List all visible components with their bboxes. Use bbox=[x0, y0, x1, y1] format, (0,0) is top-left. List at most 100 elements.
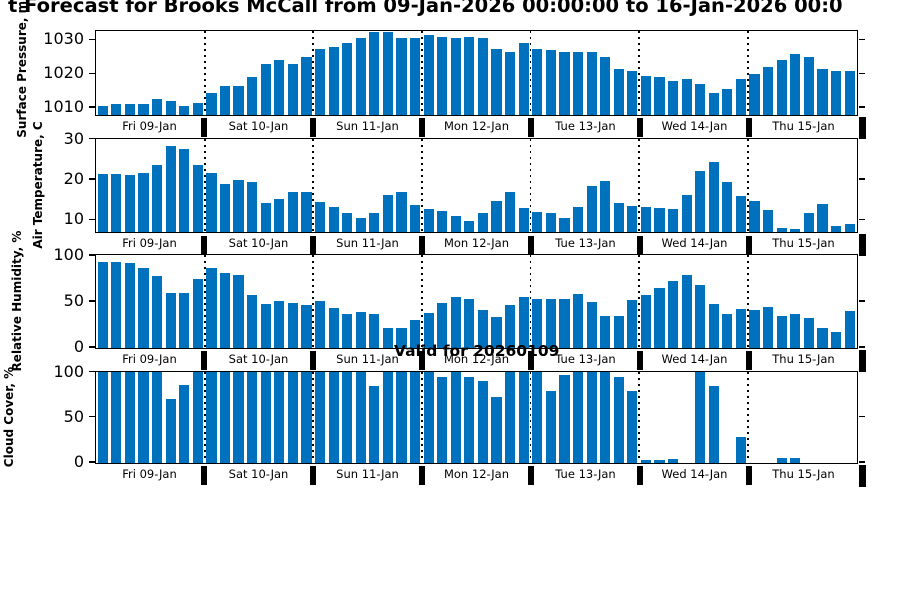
cloud-cover-bar bbox=[124, 372, 136, 463]
surface-pressure-bar bbox=[192, 102, 203, 115]
cloud-cover-bar bbox=[301, 372, 312, 463]
relative-humidity-bar bbox=[179, 293, 190, 348]
cloud-cover-bar bbox=[206, 372, 217, 463]
y-tick bbox=[88, 300, 95, 302]
y-tick bbox=[858, 461, 865, 463]
y-tick bbox=[88, 218, 95, 220]
air-temperature-bar bbox=[532, 211, 543, 232]
cloud-cover-bar bbox=[532, 372, 543, 463]
air-temperature-bar bbox=[695, 170, 706, 232]
relative-humidity-bar bbox=[233, 274, 244, 348]
cloud-cover-bar bbox=[545, 391, 556, 463]
air-temperature-bar bbox=[165, 146, 176, 232]
y-tick bbox=[88, 346, 95, 348]
relative-humidity-bar bbox=[287, 303, 298, 348]
air-temperature-bar bbox=[505, 192, 516, 232]
surface-pressure-bar bbox=[803, 56, 814, 115]
air-temperature-bar bbox=[287, 192, 298, 232]
y-tick-label: 0 bbox=[73, 336, 84, 356]
surface-pressure-bar bbox=[355, 38, 366, 115]
day-label: Fri 09-Jan bbox=[122, 118, 177, 133]
surface-pressure-bar bbox=[287, 63, 298, 115]
relative-humidity-bar bbox=[586, 302, 597, 348]
cloud-cover-bar bbox=[450, 372, 461, 463]
day-boundary-dotted-line bbox=[746, 31, 749, 114]
day-label: Sun 11-Jan bbox=[336, 118, 399, 133]
surface-pressure-bar bbox=[247, 77, 258, 115]
day-label: Mon 12-Jan bbox=[443, 466, 510, 481]
day-separator bbox=[310, 118, 316, 137]
day-boundary-dotted-line bbox=[421, 255, 423, 347]
surface-pressure-bar bbox=[695, 84, 706, 115]
relative-humidity-bar bbox=[654, 287, 665, 348]
surface-pressure-bar bbox=[776, 60, 787, 115]
y-axis-label-cloud-cover: Cloud Cover, % bbox=[2, 366, 16, 468]
day-boundary-dotted-line bbox=[203, 255, 206, 347]
day-separator bbox=[528, 466, 534, 485]
relative-humidity-bar bbox=[301, 305, 312, 348]
surface-pressure-bar bbox=[518, 43, 529, 115]
day-boundary-dotted-line bbox=[312, 138, 315, 232]
y-tick bbox=[88, 137, 95, 140]
cloud-cover-bar bbox=[505, 372, 516, 463]
relative-humidity-bar bbox=[410, 319, 421, 348]
day-separator bbox=[528, 118, 534, 137]
relative-humidity-bar bbox=[572, 294, 584, 348]
air-temperature-bar bbox=[179, 148, 190, 232]
cloud-cover-bar bbox=[355, 372, 366, 463]
surface-pressure-bar bbox=[301, 56, 312, 115]
surface-pressure-bar bbox=[817, 68, 828, 115]
air-temperature-bar bbox=[763, 209, 774, 232]
relative-humidity-bar bbox=[423, 312, 434, 348]
surface-pressure-bar bbox=[342, 43, 353, 115]
air-temperature-bar bbox=[477, 212, 489, 232]
y-tick bbox=[88, 416, 95, 418]
surface-pressure-bar bbox=[328, 46, 339, 115]
surface-pressure-bar bbox=[206, 92, 217, 115]
surface-pressure-bar bbox=[749, 73, 760, 115]
relative-humidity-bar bbox=[437, 303, 448, 348]
air-temperature-bar bbox=[708, 162, 719, 232]
air-temperature-bar bbox=[545, 212, 556, 232]
air-temperature-bar bbox=[437, 210, 448, 232]
subplot-air-temperature: 10 20 30 bbox=[64, 130, 865, 233]
air-temperature-bar bbox=[260, 202, 271, 232]
cloud-cover-bar bbox=[274, 372, 285, 463]
day-separator-end bbox=[859, 234, 866, 256]
air-temperature-bar bbox=[97, 174, 108, 232]
surface-pressure-bar bbox=[708, 92, 719, 115]
air-temperature-bar bbox=[844, 223, 855, 232]
relative-humidity-bar bbox=[396, 328, 407, 348]
surface-pressure-bar bbox=[668, 80, 679, 115]
relative-humidity-bar bbox=[355, 311, 366, 348]
surface-pressure-bar bbox=[545, 50, 556, 115]
relative-humidity-bar bbox=[545, 298, 556, 348]
y-tick-label: 20 bbox=[63, 168, 84, 188]
day-boundary-dotted-line bbox=[312, 31, 315, 114]
day-boundary-dotted-line bbox=[203, 138, 206, 232]
relative-humidity-bar bbox=[844, 310, 855, 348]
air-temperature-bar bbox=[233, 180, 244, 232]
relative-humidity-bar bbox=[532, 298, 543, 348]
cloud-cover-bar bbox=[586, 372, 597, 463]
surface-pressure-bar bbox=[179, 106, 190, 115]
cloud-cover-bar bbox=[790, 457, 801, 463]
day-boundary-dotted-line bbox=[529, 138, 532, 232]
day-separator bbox=[637, 118, 643, 137]
y-tick bbox=[88, 461, 95, 463]
relative-humidity-bar bbox=[776, 316, 787, 348]
surface-pressure-bar bbox=[640, 75, 651, 115]
relative-humidity-bar bbox=[152, 275, 163, 348]
air-temperature-bar bbox=[219, 183, 231, 232]
day-label: Tue 13-Jan bbox=[555, 118, 616, 133]
day-boundary-dotted-line bbox=[203, 371, 206, 462]
day-separator bbox=[201, 466, 207, 485]
y-tick-label: 10 bbox=[63, 209, 84, 229]
relative-humidity-bar bbox=[681, 274, 692, 348]
cloud-cover-bar bbox=[179, 384, 190, 463]
day-label: Sun 11-Jan bbox=[336, 466, 399, 481]
air-temperature-bar bbox=[776, 227, 787, 232]
y-tick bbox=[88, 72, 95, 74]
day-label: Sat 10-Jan bbox=[228, 118, 289, 133]
